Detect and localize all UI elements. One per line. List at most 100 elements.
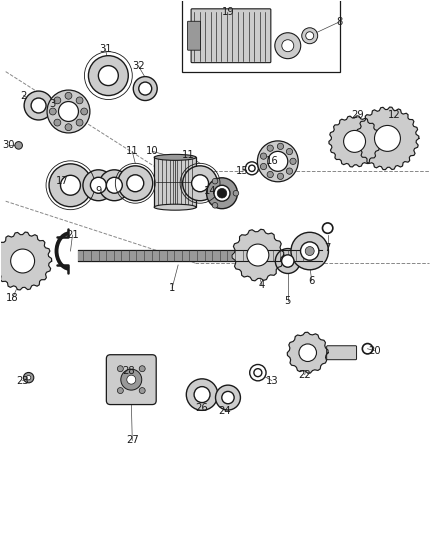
Circle shape bbox=[81, 108, 88, 115]
Circle shape bbox=[90, 177, 106, 193]
Circle shape bbox=[106, 177, 122, 193]
Circle shape bbox=[291, 232, 328, 270]
Circle shape bbox=[260, 153, 267, 159]
Circle shape bbox=[127, 375, 136, 384]
Text: 3: 3 bbox=[49, 99, 56, 109]
Circle shape bbox=[267, 145, 273, 151]
Circle shape bbox=[260, 164, 267, 169]
Circle shape bbox=[258, 141, 298, 182]
Circle shape bbox=[183, 166, 218, 201]
Text: 27: 27 bbox=[126, 435, 139, 446]
Circle shape bbox=[268, 151, 288, 171]
Circle shape bbox=[254, 369, 262, 377]
Polygon shape bbox=[356, 107, 419, 169]
Ellipse shape bbox=[154, 204, 196, 210]
Text: 9: 9 bbox=[95, 186, 102, 196]
Text: 28: 28 bbox=[122, 366, 134, 376]
Circle shape bbox=[249, 165, 255, 172]
FancyBboxPatch shape bbox=[191, 9, 271, 63]
Text: 14: 14 bbox=[204, 186, 216, 196]
Text: 11: 11 bbox=[182, 150, 194, 160]
Circle shape bbox=[54, 97, 61, 104]
Circle shape bbox=[24, 91, 53, 120]
Circle shape bbox=[374, 125, 400, 151]
Circle shape bbox=[49, 164, 92, 207]
Circle shape bbox=[212, 179, 218, 184]
Circle shape bbox=[117, 387, 124, 393]
Circle shape bbox=[217, 189, 227, 198]
Circle shape bbox=[300, 242, 319, 260]
Circle shape bbox=[88, 55, 128, 95]
Text: 32: 32 bbox=[132, 61, 145, 71]
Circle shape bbox=[194, 386, 210, 402]
Text: 10: 10 bbox=[146, 147, 159, 156]
Circle shape bbox=[247, 244, 269, 266]
Text: 13: 13 bbox=[265, 376, 278, 386]
Circle shape bbox=[282, 255, 294, 267]
Circle shape bbox=[275, 33, 301, 59]
FancyBboxPatch shape bbox=[187, 21, 201, 50]
Circle shape bbox=[286, 148, 293, 155]
Circle shape bbox=[47, 90, 90, 133]
Text: 21: 21 bbox=[66, 230, 79, 240]
Circle shape bbox=[83, 170, 114, 201]
Text: 19: 19 bbox=[222, 7, 234, 17]
Circle shape bbox=[117, 366, 124, 372]
Circle shape bbox=[282, 40, 294, 52]
Circle shape bbox=[186, 379, 218, 410]
Circle shape bbox=[11, 249, 35, 273]
Circle shape bbox=[267, 172, 273, 177]
Text: 4: 4 bbox=[259, 280, 265, 290]
Text: 8: 8 bbox=[336, 17, 343, 27]
Circle shape bbox=[191, 175, 208, 192]
Polygon shape bbox=[0, 232, 52, 290]
Text: 26: 26 bbox=[196, 402, 208, 413]
Text: 7: 7 bbox=[325, 243, 331, 253]
Text: 6: 6 bbox=[308, 276, 315, 286]
Circle shape bbox=[139, 366, 145, 372]
Text: 20: 20 bbox=[368, 346, 381, 356]
Circle shape bbox=[306, 32, 314, 40]
Circle shape bbox=[299, 344, 317, 361]
Text: 29: 29 bbox=[351, 110, 364, 120]
Circle shape bbox=[214, 185, 230, 201]
Circle shape bbox=[290, 158, 296, 165]
Circle shape bbox=[31, 98, 46, 113]
Polygon shape bbox=[329, 116, 380, 167]
Circle shape bbox=[76, 97, 83, 104]
Circle shape bbox=[54, 119, 61, 126]
Circle shape bbox=[99, 170, 130, 201]
Ellipse shape bbox=[154, 155, 196, 160]
Circle shape bbox=[60, 175, 81, 195]
Circle shape bbox=[212, 203, 218, 208]
Polygon shape bbox=[232, 229, 284, 281]
Circle shape bbox=[286, 168, 293, 174]
Circle shape bbox=[65, 124, 72, 131]
Circle shape bbox=[133, 77, 157, 101]
Text: 16: 16 bbox=[265, 156, 278, 166]
Text: 5: 5 bbox=[285, 296, 291, 306]
Text: 15: 15 bbox=[236, 166, 248, 176]
Circle shape bbox=[302, 28, 318, 44]
Circle shape bbox=[26, 375, 31, 380]
Circle shape bbox=[139, 387, 145, 393]
Circle shape bbox=[305, 247, 314, 255]
Text: 1: 1 bbox=[169, 283, 175, 293]
Circle shape bbox=[277, 143, 283, 149]
Text: 23: 23 bbox=[16, 376, 29, 386]
Bar bbox=[154, 157, 196, 207]
FancyBboxPatch shape bbox=[106, 355, 156, 405]
Circle shape bbox=[277, 173, 283, 180]
Circle shape bbox=[222, 391, 234, 404]
Text: 12: 12 bbox=[388, 110, 401, 120]
Circle shape bbox=[127, 175, 144, 192]
Circle shape bbox=[49, 108, 56, 115]
Circle shape bbox=[15, 142, 22, 149]
Circle shape bbox=[59, 101, 78, 122]
Text: 30: 30 bbox=[3, 140, 15, 150]
FancyBboxPatch shape bbox=[327, 346, 357, 360]
Circle shape bbox=[250, 365, 266, 381]
Circle shape bbox=[343, 131, 366, 152]
Text: 18: 18 bbox=[6, 293, 19, 303]
Text: 17: 17 bbox=[56, 176, 69, 186]
